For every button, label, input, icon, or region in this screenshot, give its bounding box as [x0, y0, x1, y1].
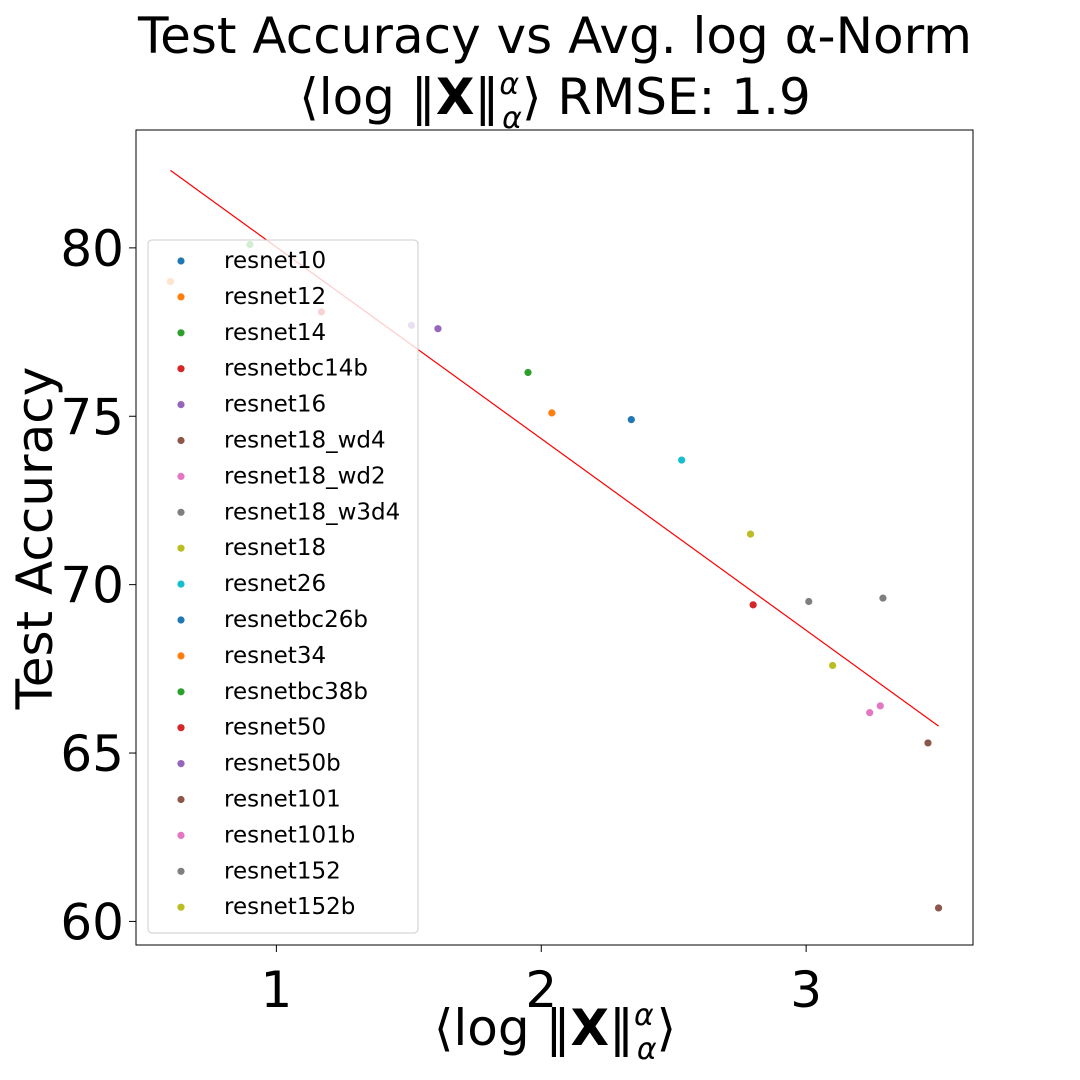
legend-items: resnet10 resnet12 resnet14 resnetbc14b resne…	[177, 248, 400, 920]
legend-marker-resnetbc38b	[177, 688, 185, 696]
point-resnet18_wd4	[934, 904, 943, 912]
legend-marker-resnet12	[177, 293, 185, 301]
point-resnet50	[749, 601, 757, 609]
legend-label-resnet18_wd2: resnet18_wd2	[224, 463, 386, 489]
chart-title-line2: ⟨log ‖X‖α α⟩ RMSE: 1.9	[299, 67, 811, 136]
legend-marker-resnet50b	[177, 760, 185, 768]
legend-label-resnet101b: resnet101b	[224, 822, 355, 848]
legend-label-resnetbc38b: resnetbc38b	[224, 679, 368, 705]
legend-label-resnet50: resnet50	[224, 715, 326, 741]
legend-label-resnet12: resnet12	[224, 284, 326, 310]
title-line2-suffix: ⟩ RMSE: 1.9	[522, 68, 811, 126]
point-resnetbc38b	[524, 368, 532, 377]
legend-box	[147, 239, 419, 934]
point-resnet26	[678, 456, 686, 464]
legend-marker-resnet18_w3d4	[177, 508, 185, 516]
legend-marker-resnet18_wd2	[177, 472, 185, 480]
y-axis-label: Test Accuracy	[6, 367, 64, 711]
title-line2-sub: α	[502, 101, 522, 136]
x-tick-label-1: 1	[260, 961, 292, 1019]
legend-label-resnet101: resnet101	[224, 787, 341, 813]
x-tick-label-3: 3	[790, 961, 822, 1019]
title-line2-x: X	[436, 68, 475, 126]
point-resnet18_wd2	[866, 709, 874, 717]
x-axis-label: ⟨log ‖X‖α α⟩	[434, 998, 676, 1067]
legend-label-resnetbc26b: resnetbc26b	[224, 607, 368, 633]
legend-label-resnet18: resnet18	[224, 535, 326, 561]
legend-marker-resnet34	[177, 652, 185, 660]
xlabel-prefix: ⟨log ‖	[434, 999, 571, 1057]
xlabel-sup: α	[634, 998, 654, 1033]
point-resnet152	[805, 597, 813, 606]
legend-marker-resnetbc14b	[177, 365, 185, 373]
point-resnet50b	[434, 325, 442, 333]
legend-marker-resnet101b	[177, 831, 185, 840]
y-tick-label-75: 75	[60, 388, 124, 446]
xlabel-norm-close: ‖	[609, 999, 634, 1057]
xlabel-sub: α	[637, 1032, 657, 1067]
ticks-layer: 1 2 3 60 65 70 75 80	[60, 220, 822, 1019]
legend-marker-resnet18_wd4	[177, 436, 185, 445]
x-tick-label-2: 2	[525, 961, 557, 1019]
title-line2-prefix: ⟨log ‖	[299, 68, 436, 126]
legend-label-resnet16: resnet16	[224, 392, 326, 418]
legend-label-resnet26: resnet26	[224, 571, 326, 597]
y-tick-label-70: 70	[60, 557, 124, 615]
legend-label-resnet50b: resnet50b	[224, 751, 341, 777]
chart-title-line1: Test Accuracy vs Avg. log α-Norm	[137, 7, 972, 65]
xlabel-x: X	[570, 999, 609, 1057]
legend-marker-resnet101	[177, 795, 185, 804]
legend-marker-resnet18	[177, 544, 185, 552]
legend-label-resnet10: resnet10	[224, 248, 326, 274]
y-tick-label-80: 80	[60, 220, 124, 278]
point-resnet101	[924, 739, 932, 747]
legend-label-resnet152b: resnet152b	[224, 894, 355, 920]
legend-label-resnet34: resnet34	[224, 643, 326, 669]
point-resnetbc26b	[627, 416, 635, 424]
legend-marker-resnet152b	[177, 903, 185, 911]
title-line2-norm-close: ‖	[474, 68, 499, 126]
legend-marker-resnetbc26b	[177, 616, 185, 624]
legend-marker-resnet152	[177, 867, 185, 875]
legend-marker-resnet50	[177, 724, 185, 732]
legend-marker-resnet10	[177, 257, 185, 265]
y-tick-label-60: 60	[60, 893, 124, 951]
legend-label-resnet18_wd4: resnet18_wd4	[224, 428, 386, 454]
point-resnet152b	[829, 661, 837, 670]
legend-marker-resnet14	[177, 329, 185, 337]
point-resnet101b	[876, 702, 884, 710]
point-resnet18_w3d4	[879, 594, 887, 602]
legend-label-resnet14: resnet14	[224, 320, 326, 346]
legend-label-resnetbc14b: resnetbc14b	[224, 356, 368, 382]
legend-label-resnet18_w3d4: resnet18_w3d4	[224, 499, 400, 525]
title-line2-sup: α	[499, 67, 519, 102]
legend-marker-resnet16	[177, 401, 185, 409]
legend: resnet10 resnet12 resnet14 resnetbc14b resne…	[147, 239, 419, 934]
xlabel-suffix: ⟩	[657, 999, 677, 1057]
point-resnet18	[746, 530, 755, 538]
y-tick-label-65: 65	[60, 725, 124, 783]
legend-marker-resnet26	[177, 580, 185, 588]
point-resnet34	[548, 409, 556, 417]
legend-label-resnet152: resnet152	[224, 858, 341, 884]
